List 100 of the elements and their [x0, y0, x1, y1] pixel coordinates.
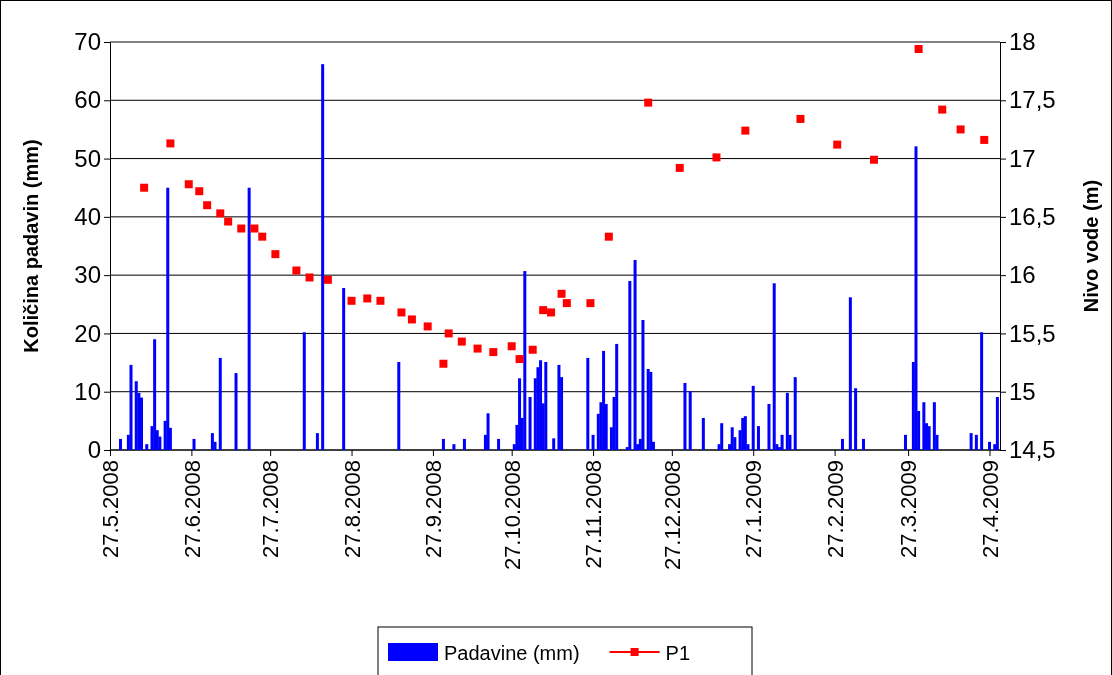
- bar: [840, 438, 844, 450]
- point: [184, 180, 193, 189]
- bar: [145, 444, 149, 450]
- point: [515, 355, 524, 364]
- point: [675, 163, 684, 172]
- bar: [523, 271, 527, 450]
- bar: [701, 417, 705, 450]
- bar: [974, 434, 978, 450]
- y-tick-label: 30: [74, 261, 101, 289]
- point: [258, 232, 267, 241]
- bar: [780, 434, 784, 450]
- point: [292, 266, 301, 275]
- point: [237, 224, 246, 233]
- point: [271, 250, 280, 259]
- point: [604, 232, 613, 241]
- point: [741, 126, 750, 135]
- bar: [321, 64, 325, 450]
- bar: [119, 438, 122, 450]
- point: [166, 139, 175, 148]
- y-axis-title: Količina padavin (mm): [20, 139, 42, 353]
- point: [195, 187, 204, 196]
- y2-tick-label: 14,5: [1009, 436, 1056, 464]
- bar: [615, 343, 619, 450]
- y-tick-label: 10: [74, 377, 101, 405]
- y-tick-label: 0: [87, 436, 101, 464]
- bar: [793, 377, 797, 450]
- point: [347, 296, 356, 305]
- bar: [544, 361, 548, 450]
- bar: [586, 357, 590, 450]
- bar: [767, 403, 771, 450]
- bar: [683, 382, 687, 450]
- x-tick-label: 27.8.2008: [339, 460, 365, 558]
- bar: [969, 433, 973, 450]
- y-tick-label: 50: [74, 144, 101, 172]
- bar: [153, 339, 157, 450]
- point: [507, 342, 516, 351]
- legend-label: Padavine (mm): [444, 642, 580, 664]
- point: [224, 217, 233, 226]
- y-tick-label: 20: [74, 319, 101, 347]
- x-tick-label: 27.12.2008: [660, 460, 686, 571]
- point: [473, 344, 482, 353]
- legend-label: P1: [665, 642, 691, 664]
- bar: [210, 433, 214, 450]
- bar: [166, 187, 170, 450]
- point: [457, 337, 466, 346]
- bar: [995, 396, 999, 450]
- point: [547, 308, 556, 317]
- x-tick-label: 27.2.2009: [822, 460, 848, 558]
- bar: [247, 187, 251, 450]
- bar: [397, 361, 401, 450]
- point: [216, 209, 225, 218]
- bar: [641, 320, 645, 450]
- bar: [927, 426, 931, 450]
- point: [323, 275, 332, 284]
- bar: [848, 297, 852, 450]
- y2-tick-label: 15,5: [1009, 319, 1056, 347]
- point: [250, 224, 259, 233]
- bar: [914, 146, 918, 450]
- point: [833, 140, 842, 149]
- bar: [486, 413, 490, 450]
- point: [914, 44, 923, 53]
- point: [397, 308, 406, 317]
- bar: [633, 259, 637, 450]
- bar: [785, 392, 789, 450]
- point: [305, 273, 314, 282]
- x-tick-label: 27.5.2008: [98, 460, 124, 558]
- point: [423, 322, 432, 331]
- bar: [602, 350, 606, 450]
- point: [528, 345, 537, 354]
- bar: [218, 357, 222, 450]
- bar: [234, 373, 238, 450]
- bar: [591, 434, 595, 450]
- point: [376, 296, 385, 305]
- bar: [756, 426, 760, 450]
- y2-tick-label: 16,5: [1009, 203, 1056, 231]
- x-tick-label: 27.1.2009: [741, 460, 767, 558]
- x-tick-label: 27.11.2008: [581, 460, 607, 569]
- bar: [854, 388, 858, 450]
- y2-tick-label: 17,5: [1009, 86, 1056, 114]
- y-tick-label: 40: [74, 203, 101, 231]
- point: [489, 348, 498, 357]
- bar: [903, 434, 907, 450]
- bar: [552, 438, 556, 450]
- bar: [688, 391, 692, 450]
- bar: [497, 438, 501, 450]
- point: [644, 98, 653, 107]
- bar: [441, 438, 445, 450]
- point: [439, 359, 448, 368]
- y-tick-label: 60: [74, 86, 101, 114]
- bar: [129, 364, 133, 450]
- bar: [518, 378, 522, 450]
- point: [140, 183, 149, 192]
- bar: [528, 396, 532, 450]
- y2-tick-label: 15: [1009, 377, 1036, 405]
- point: [712, 153, 721, 162]
- bar: [922, 402, 926, 450]
- point: [444, 329, 453, 338]
- bar: [315, 433, 319, 450]
- bar: [539, 360, 543, 450]
- bar: [342, 287, 346, 450]
